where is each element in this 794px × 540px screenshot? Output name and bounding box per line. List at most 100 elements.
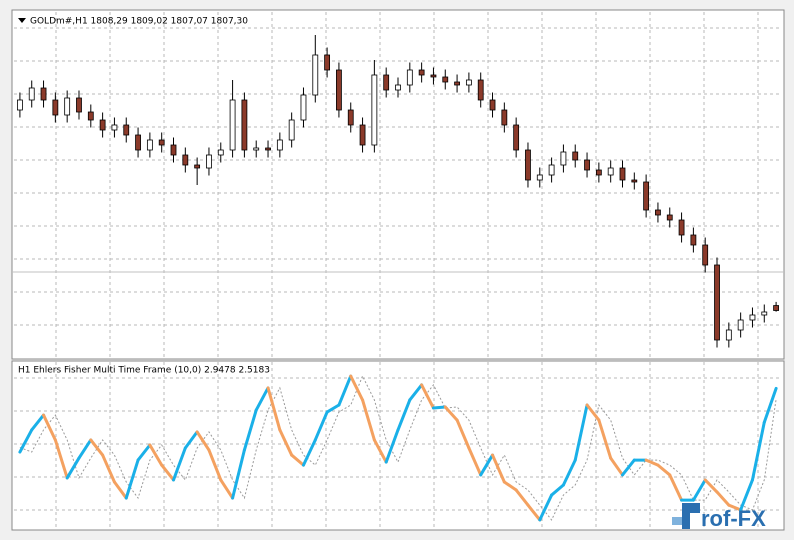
candle-body [406, 69, 413, 86]
fisher-segment [479, 453, 495, 477]
candle-body [253, 147, 260, 151]
candle-body [288, 119, 295, 141]
fisher-segment [172, 446, 187, 482]
fisher-segment [384, 428, 400, 464]
fisher-segment [573, 403, 589, 462]
fisher-segment [207, 448, 223, 482]
candle-body [64, 97, 71, 116]
candle-body [465, 79, 472, 86]
fisher-segment [668, 473, 684, 502]
fisher-segment [691, 478, 707, 502]
fisher-segment [514, 488, 530, 507]
fisher-segment [30, 413, 46, 432]
fisher-segment [762, 386, 778, 424]
candle-body [182, 154, 189, 166]
candle-body [87, 111, 94, 121]
candle-body [76, 97, 82, 113]
fisher-segment [703, 478, 719, 494]
candle-body [359, 124, 366, 146]
candle-body [477, 79, 484, 101]
candle-body [324, 54, 331, 71]
fisher-segment [266, 386, 282, 432]
fisher-segment [739, 478, 754, 512]
grid [14, 12, 782, 528]
fisher-segment [183, 430, 199, 450]
fisher-segment [195, 430, 211, 452]
candle-body [206, 154, 212, 169]
candle-body [572, 151, 579, 161]
candle-body [725, 329, 732, 341]
candle-body [158, 139, 165, 146]
fisher-segment [219, 478, 235, 500]
fisher-segment [112, 480, 128, 500]
candle-body [584, 159, 590, 171]
fisher-segment [550, 483, 565, 497]
fisher-segment [361, 398, 376, 442]
candle-body [194, 164, 201, 169]
candle-body [430, 74, 437, 78]
fisher-segment [89, 438, 105, 457]
fisher-segment [526, 503, 542, 522]
candle-body [631, 179, 638, 183]
fisher-segment [301, 438, 317, 467]
candle-body [761, 311, 768, 316]
candle-body [241, 99, 248, 151]
fisher-segment [77, 438, 93, 460]
fisher-segment [242, 408, 258, 452]
fisher-segment [561, 458, 577, 487]
candle-body [276, 139, 283, 151]
price-title: GOLDm#,H1 1808,29 1809,02 1807,07 1807,3… [30, 17, 248, 27]
fisher-segment [750, 420, 766, 482]
candle-body [773, 305, 779, 311]
candle-body [525, 149, 531, 181]
candle-body [229, 99, 236, 151]
candle-body [690, 234, 697, 246]
watermark: rof-FX [701, 506, 766, 531]
fisher-segment [372, 438, 388, 464]
candle-body [655, 209, 661, 216]
candle-body [17, 99, 23, 111]
candle-body [217, 149, 224, 156]
candle-body [347, 109, 354, 126]
fisher-segment [620, 458, 636, 477]
candle-body [312, 54, 319, 96]
candle-body [28, 87, 35, 101]
fisher-segment [396, 398, 412, 432]
fisher-segment [65, 456, 81, 480]
marks [17, 35, 779, 522]
candle-body [607, 167, 614, 176]
fisher-segment [231, 448, 246, 500]
candle-body [336, 69, 342, 111]
candle-body [146, 139, 153, 151]
fisher-segment [148, 443, 164, 467]
menu-arrow[interactable] [18, 18, 26, 23]
candle-body [702, 244, 709, 266]
candle-body [40, 87, 47, 101]
fisher-segment [502, 480, 518, 492]
candle-body [737, 319, 744, 331]
fisher-segment [101, 453, 116, 484]
fisher-segment [585, 403, 601, 422]
candle-body [111, 124, 118, 131]
candle-body [52, 99, 59, 116]
fisher-segment [337, 374, 353, 407]
fisher-segment [278, 428, 294, 457]
candle-body [595, 169, 602, 176]
fisher-segment [18, 428, 34, 454]
candle-body [548, 164, 555, 176]
candle-body [371, 74, 378, 146]
fisher-segment [349, 374, 365, 402]
candle-body [135, 134, 141, 151]
fisher-segment [290, 453, 305, 467]
candle-body [170, 144, 177, 156]
fisher-segment [160, 463, 176, 482]
fisher-segment [443, 405, 459, 422]
candle-body [442, 76, 449, 83]
fisher-segment [609, 456, 624, 477]
candle-body [300, 94, 307, 121]
fisher-segment [715, 490, 731, 507]
indicator-title: H1 Ehlers Fisher Multi Time Frame (10,0)… [18, 366, 270, 376]
candle-body [501, 109, 508, 126]
fisher-segment [491, 453, 506, 484]
